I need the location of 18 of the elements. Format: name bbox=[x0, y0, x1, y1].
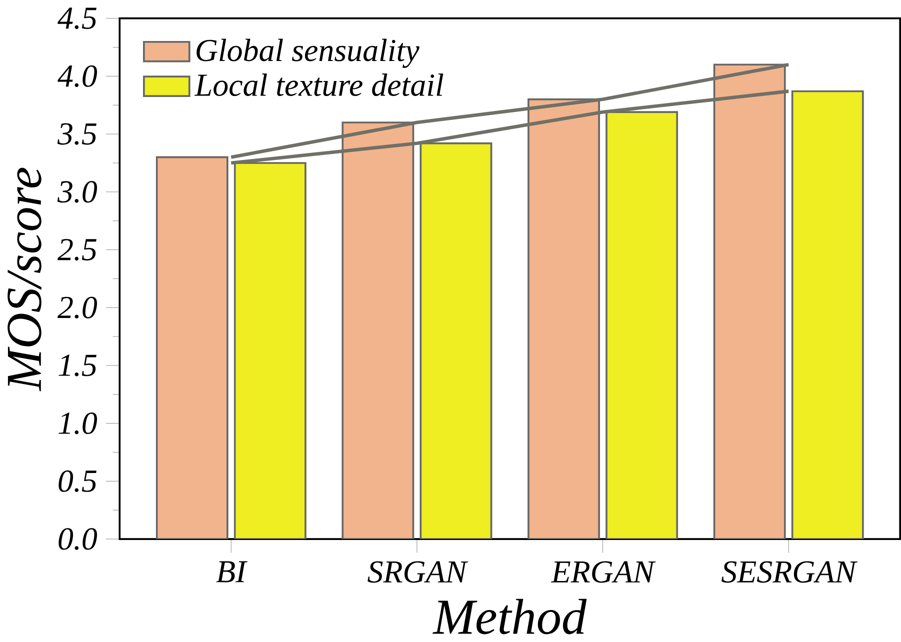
x-tick-label: ERGAN bbox=[550, 561, 656, 583]
legend-label: Local texture detail bbox=[194, 74, 444, 96]
y-tick-label: 2.5 bbox=[57, 239, 96, 261]
x-tick-label: BI bbox=[216, 561, 248, 582]
y-tick-label: 3.0 bbox=[57, 181, 98, 203]
y-tick-label: 1.5 bbox=[58, 354, 96, 376]
y-axis-title: MOS/score bbox=[8, 168, 42, 392]
y-tick-label: 4.5 bbox=[58, 8, 96, 30]
y-tick-label: 1.0 bbox=[58, 412, 98, 434]
y-tick-label: 4.0 bbox=[58, 65, 98, 88]
y-tick-label: 3.5 bbox=[57, 123, 96, 145]
y-tick-label: 2.0 bbox=[57, 296, 98, 319]
y-tick-label: 0.0 bbox=[58, 528, 98, 550]
y-tick-label: 0.5 bbox=[58, 470, 96, 492]
x-tick-label: SESRGAN bbox=[722, 561, 858, 583]
x-axis-title: Method bbox=[432, 598, 587, 634]
legend-label: Global sensuality bbox=[196, 38, 420, 68]
x-tick-label: SRGAN bbox=[368, 561, 468, 583]
